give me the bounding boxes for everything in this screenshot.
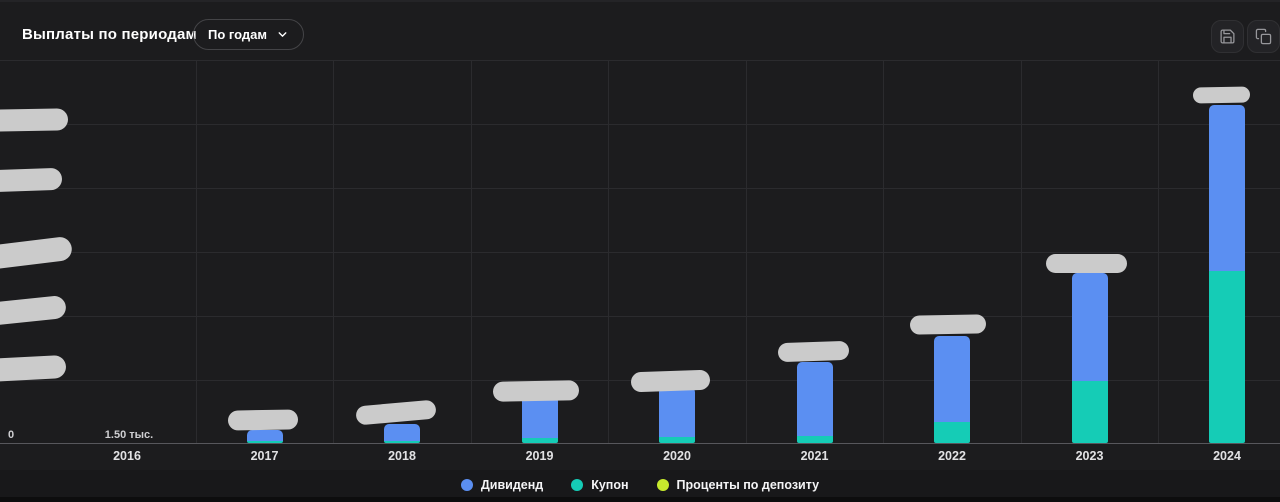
v-gridline (196, 60, 197, 443)
bar-dividend-2023[interactable] (1071, 273, 1108, 381)
x-axis-label: 2023 (1075, 449, 1104, 463)
bar-value-label-2016: 1.50 тыс. (104, 429, 154, 441)
redaction-pill (0, 235, 74, 271)
save-button[interactable] (1211, 20, 1244, 53)
legend-dot-coupon (571, 479, 584, 491)
legend-item-coupon[interactable]: Купон (571, 478, 629, 492)
x-axis-label: 2021 (800, 449, 829, 463)
page-title: Выплаты по периодам (22, 26, 197, 43)
bar-coupon-2022[interactable] (934, 422, 970, 443)
bar-coupon-2024[interactable] (1209, 271, 1245, 443)
bar-coupon-2018[interactable] (384, 441, 420, 443)
save-icon (1219, 28, 1236, 45)
chart-legend: Дивиденд Купон Проценты по депозиту (0, 478, 1280, 492)
legend-item-dividend[interactable]: Дивиденд (460, 478, 544, 492)
bar-dividend-2021[interactable] (796, 362, 833, 436)
legend-dot-deposit-interest (656, 479, 669, 491)
v-gridline (333, 60, 334, 443)
redaction-pill (0, 294, 67, 327)
redaction-pill (0, 354, 67, 383)
h-gridline (0, 188, 1280, 189)
x-axis-label: 2019 (525, 449, 554, 463)
bottom-edge (0, 497, 1280, 502)
redaction-pill (0, 167, 63, 193)
x-axis-label: 2016 (113, 449, 141, 463)
bar-coupon-2020[interactable] (659, 437, 695, 443)
redaction-pill (0, 108, 69, 132)
x-axis-label: 2024 (1213, 449, 1241, 463)
x-axis-label: 2020 (663, 449, 691, 463)
legend-label: Дивиденд (480, 478, 544, 492)
bar-dividend-2017[interactable] (246, 430, 283, 441)
h-gridline (0, 124, 1280, 125)
bar-coupon-2019[interactable] (521, 438, 558, 443)
y-axis-zero-label: 0 (8, 429, 15, 441)
x-axis-label: 2017 (250, 449, 279, 463)
v-gridline (883, 60, 884, 443)
h-gridline (0, 60, 1280, 61)
redaction-pill (355, 399, 437, 426)
legend-label: Купон (591, 478, 629, 492)
bar-coupon-2017[interactable] (246, 441, 283, 443)
copy-icon (1255, 28, 1272, 45)
legend-dot-dividend (460, 479, 473, 491)
redaction-pill (1046, 254, 1127, 273)
h-gridline (0, 252, 1280, 253)
redaction-pill (909, 314, 987, 335)
x-axis-line (0, 443, 1280, 444)
bar-dividend-2020[interactable] (659, 387, 695, 437)
v-gridline (746, 60, 747, 443)
period-selector-dropdown[interactable]: По годам (193, 19, 305, 50)
v-gridline (1158, 60, 1159, 443)
redaction-pill (630, 369, 711, 393)
x-axis-label: 2022 (938, 449, 966, 463)
copy-button[interactable] (1247, 20, 1280, 53)
v-gridline (471, 60, 472, 443)
legend-item-deposit-interest[interactable]: Проценты по депозиту (656, 478, 820, 492)
redaction-pill (227, 409, 299, 431)
redaction-pill (777, 340, 850, 363)
x-axis-label: 2018 (388, 449, 416, 463)
bar-dividend-2022[interactable] (934, 336, 970, 422)
chevron-down-icon (276, 28, 289, 41)
period-selector-label: По годам (208, 27, 268, 42)
bar-dividend-2019[interactable] (521, 396, 558, 438)
bar-dividend-2018[interactable] (384, 424, 420, 441)
v-gridline (608, 60, 609, 443)
redaction-pill (1192, 86, 1251, 104)
footer-band (0, 470, 1280, 502)
bar-coupon-2023[interactable] (1071, 381, 1108, 443)
v-gridline (1021, 60, 1022, 443)
bar-dividend-2024[interactable] (1209, 105, 1245, 271)
h-gridline (0, 316, 1280, 317)
redaction-pill (492, 380, 580, 402)
bar-coupon-2021[interactable] (796, 436, 833, 443)
legend-label: Проценты по депозиту (676, 478, 820, 492)
top-edge-divider (0, 0, 1280, 2)
